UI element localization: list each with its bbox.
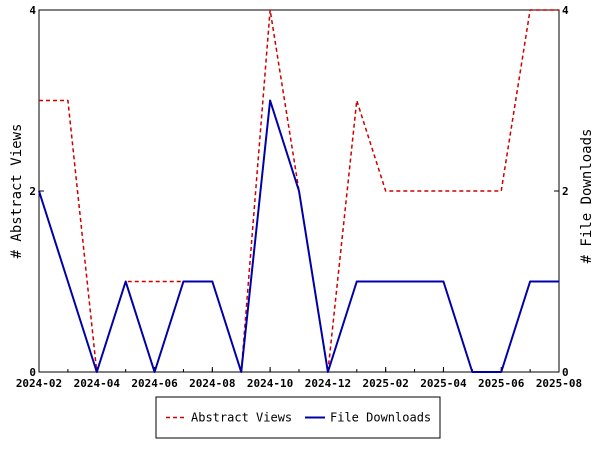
x-tick-label: 2024-04 [74, 377, 121, 390]
x-tick-label: 2025-02 [362, 377, 408, 390]
x-tick-label: 2024-10 [247, 377, 293, 390]
y-axis-left-title: # Abstract Views [9, 124, 25, 259]
x-tick-label: 2025-06 [478, 377, 525, 390]
y-axis-right-title: # File Downloads [579, 129, 595, 264]
legend-label-abstract-views: Abstract Views [191, 411, 292, 425]
series-layer [38, 9, 559, 373]
labels-layer: 2024-02 2024-04 2024-06 2024-08 2024-10 2024-… [16, 4, 582, 390]
x-tick-label: 2024-08 [189, 377, 235, 390]
x-tick-label: 2024-06 [131, 377, 178, 390]
y-left-tick-label: 0 [29, 366, 36, 379]
y-left-tick-label: 2 [29, 185, 36, 198]
x-tick-label: 2025-04 [420, 377, 467, 390]
x-tick-label: 2025-08 [536, 377, 582, 390]
legend: Abstract Views File Downloads [155, 396, 441, 439]
x-tick-label: 2024-02 [16, 377, 62, 390]
y-right-tick-label: 2 [562, 185, 569, 198]
legend-box [155, 396, 441, 439]
legend-label-file-downloads: File Downloads [330, 411, 431, 425]
y-left-tick-label: 4 [29, 4, 36, 17]
y-right-tick-label: 4 [562, 4, 569, 17]
y-right-tick-label: 0 [562, 366, 569, 379]
x-tick-label: 2024-12 [305, 377, 351, 390]
series-line-file-downloads [38, 99, 559, 373]
